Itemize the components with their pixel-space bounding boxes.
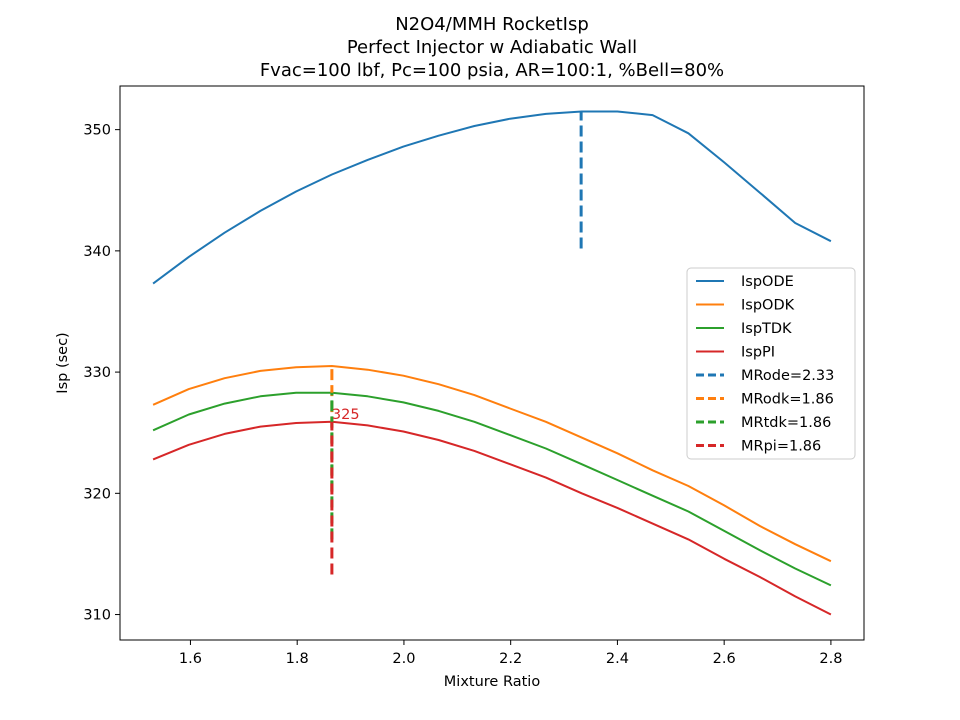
- plot-frame: [119, 85, 865, 641]
- legend-label-isppi: IspPI: [741, 345, 775, 361]
- legend-label-mrtdk-1-86: MRtdk=1.86: [741, 415, 831, 431]
- x-tick-label: 1.8: [286, 651, 309, 667]
- y-axis-ticks: 310 320 330 340 350: [83, 123, 120, 624]
- x-tick-label: 2.2: [499, 651, 522, 667]
- x-tick-label: 2.0: [392, 651, 415, 667]
- legend-label-mrode-2-33: MRode=2.33: [741, 368, 834, 384]
- x-axis-label: Mixture Ratio: [444, 674, 541, 690]
- series-line-isppi: [152, 420, 832, 616]
- x-tick-label: 2.6: [713, 651, 736, 667]
- series-line-isptdk: [152, 391, 832, 587]
- legend-box: [686, 267, 856, 460]
- series-line-ispodk: [152, 365, 832, 563]
- x-tick-label: 2.8: [819, 651, 842, 667]
- chart-title-line-3: Fvac=100 lbf, Pc=100 psia, AR=100:1, %Be…: [260, 60, 724, 81]
- annotation-label: 325: [332, 407, 360, 423]
- y-tick-label: 340: [83, 244, 111, 260]
- legend-label-mrodk-1-86: MRodk=1.86: [741, 392, 834, 408]
- legend-label-isptdk: IspTDK: [741, 321, 792, 337]
- x-tick-label: 2.4: [606, 651, 629, 667]
- x-tick-label: 1.6: [179, 651, 202, 667]
- legend-label-ispode: IspODE: [741, 274, 794, 290]
- chart-title-line-1: N2O4/MMH RocketIsp: [395, 14, 589, 35]
- legend-label-ispodk: IspODK: [741, 298, 795, 314]
- series-line-ispode: [152, 110, 832, 285]
- legend-label-mrpi-1-86: MRpi=1.86: [741, 439, 821, 455]
- y-tick-label: 350: [83, 123, 111, 139]
- legend: IspODE IspODK IspTDK IspPI MRode=2.33 MRodk=1…: [686, 267, 856, 460]
- legend-items: IspODE IspODK IspTDK IspPI MRode=2.33 MRodk=1…: [696, 274, 834, 455]
- plot-lines: [152, 110, 832, 616]
- x-axis-ticks: 1.6 1.8 2.0 2.2 2.4 2.6 2.8: [179, 640, 842, 667]
- y-axis-label: Isp (sec): [55, 332, 71, 393]
- y-tick-label: 320: [83, 486, 111, 502]
- y-tick-label: 310: [83, 608, 111, 624]
- y-tick-label: 330: [83, 365, 111, 381]
- chart-title-line-2: Perfect Injector w Adiabatic Wall: [347, 37, 637, 58]
- vertical-marker-lines: [330, 111, 583, 575]
